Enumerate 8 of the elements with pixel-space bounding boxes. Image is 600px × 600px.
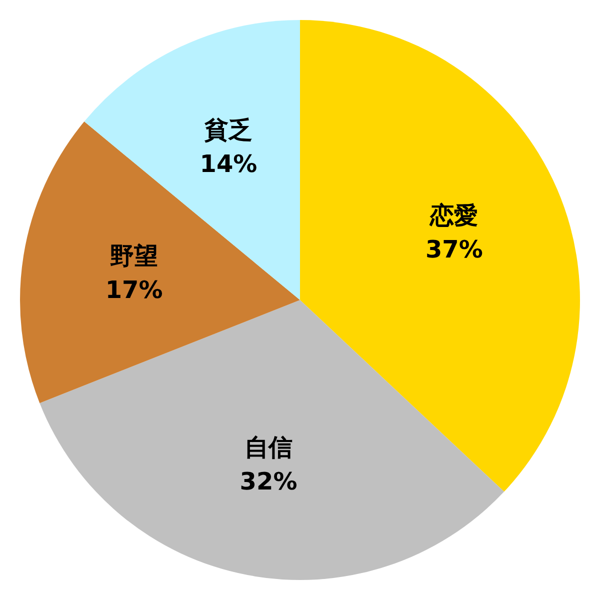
slice-label: 貧乏: [203, 116, 252, 144]
data-label: 17%: [105, 276, 163, 304]
slice-label: 野望: [110, 242, 158, 270]
data-label: 37%: [425, 236, 483, 264]
slice-label: 恋愛: [429, 202, 478, 230]
data-label: 14%: [200, 150, 258, 178]
data-label: 32%: [240, 467, 298, 496]
slice-label: 自信: [244, 433, 293, 462]
